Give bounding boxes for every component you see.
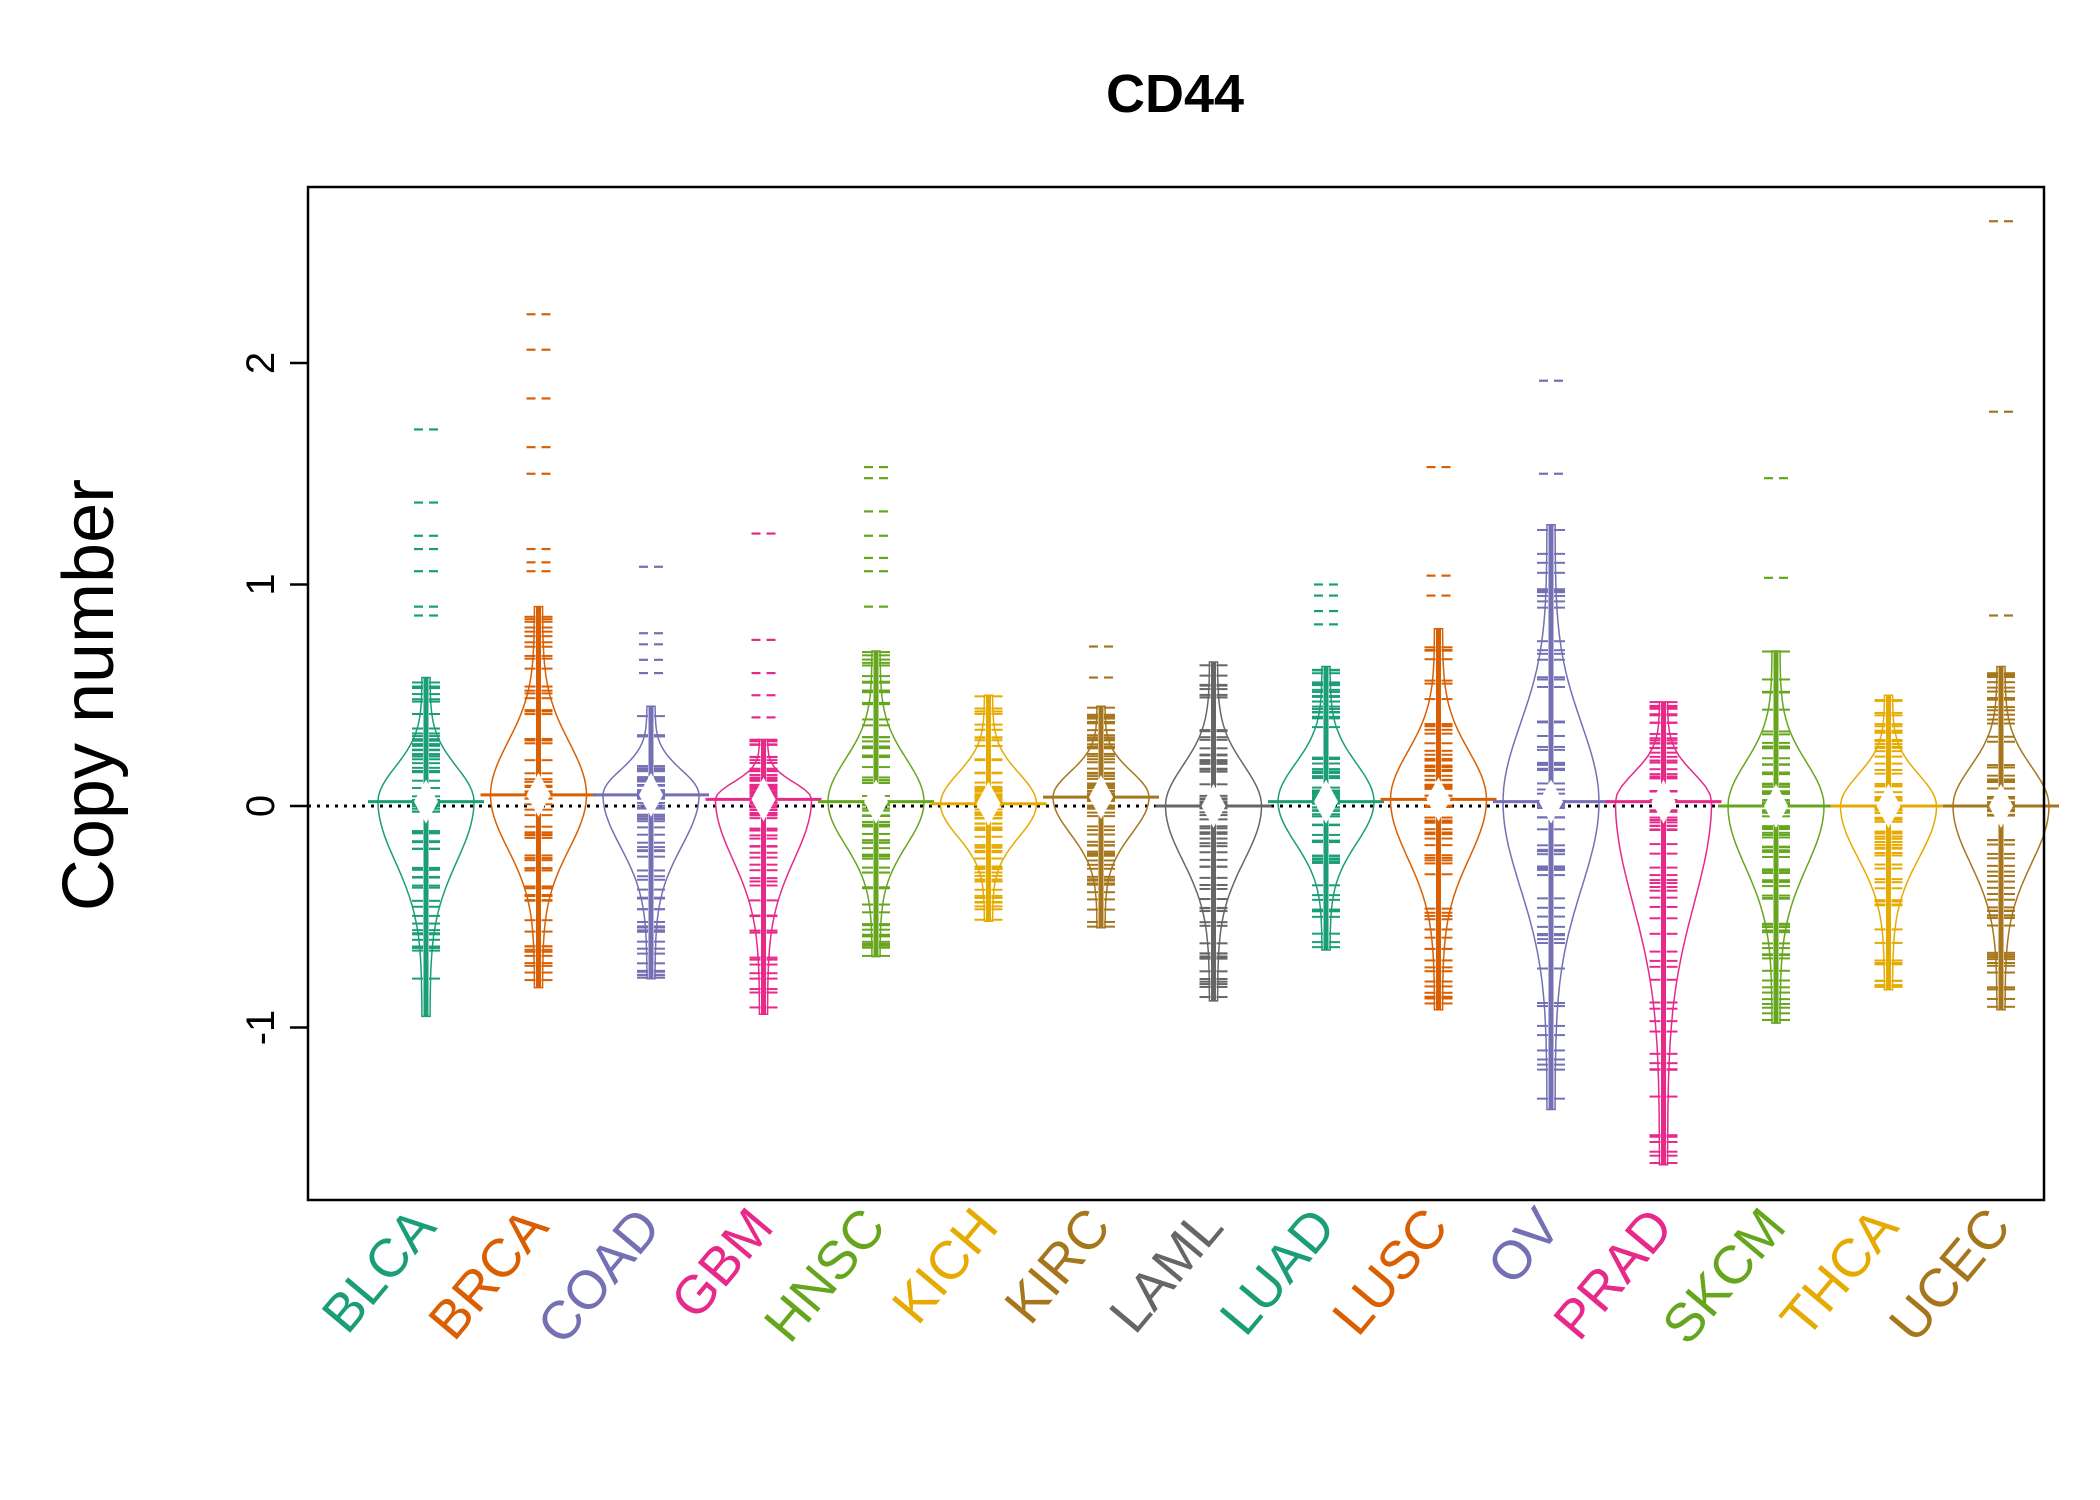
chart-title: CD44 [1106,64,1244,124]
bean-kirc [1043,645,1159,929]
bean-center [864,779,888,824]
bean-center [414,779,438,824]
bean-kich [930,694,1047,922]
x-tick-label: COAD [526,1197,672,1355]
bean-center [1314,779,1338,824]
bean-outline [1052,705,1150,929]
bean-thca [1830,694,1947,991]
bean-outline [1839,694,1938,991]
bean-center [526,772,551,817]
x-tick-label: LUAD [1209,1197,1348,1346]
bean-outline [1389,628,1488,1011]
bean-outline [1614,701,1713,1166]
x-tick-label: OV [1476,1197,1572,1295]
x-tick-label: SKCM [1651,1197,1797,1355]
bean-center [1651,779,1676,824]
bean-outline [1952,665,2050,1011]
bean-outline [939,694,1038,922]
y-tick-label: 1 [239,573,283,595]
bean-laml [1155,661,1272,1002]
plot-frame [306,185,2046,1202]
y-tick-label: -1 [239,1010,283,1046]
bean-hnsc [818,466,934,958]
bean-skcm [1718,477,1834,1024]
bean-outline [377,676,475,1018]
bean-ucec [1943,220,2059,1011]
bean-center [976,781,1001,826]
bean-outline [1727,650,1825,1024]
x-tick-label: LUSC [1321,1197,1460,1346]
bean-center [751,777,776,822]
bean-prad [1605,701,1722,1166]
bean-brca [480,313,597,989]
bean-center [1989,784,2013,828]
bean-blca [368,428,484,1018]
bean-center [1426,777,1451,822]
bean-luad [1268,583,1384,951]
x-tick-label: THCA [1769,1197,1909,1348]
y-tick-label: 0 [239,795,283,817]
bean-outline [489,605,588,989]
bean-coad [593,565,709,980]
x-tick-label: LAML [1098,1197,1235,1344]
bean-outline [1164,661,1263,1002]
x-tick-label: UCEC [1878,1197,2022,1353]
x-tick-label: KIRC [993,1197,1122,1334]
y-tick-label: 2 [239,352,283,374]
plot-area [308,220,2059,1166]
bean-lusc [1380,466,1497,1011]
x-tick-label: KICH [881,1197,1010,1334]
bean-outline [714,738,813,1015]
bean-center [1201,784,1226,828]
y-axis-label: Copy number [49,479,129,911]
x-tick-label: HNSC [753,1197,897,1353]
bean-outline [1277,665,1375,951]
bean-center [1876,784,1901,828]
bean-center [639,772,663,817]
bean-center [1539,779,1563,824]
bean-ov [1493,379,1609,1111]
x-tick-label: BLCA [311,1197,448,1344]
bean-gbm [705,532,822,1015]
bean-center [1089,775,1113,820]
bean-outline [1502,523,1600,1111]
bean-center [1764,784,1788,828]
